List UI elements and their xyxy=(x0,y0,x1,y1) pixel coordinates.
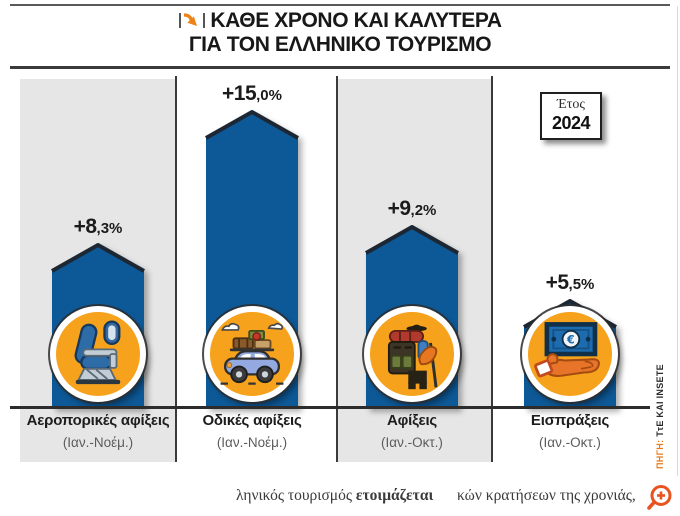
category-label: Εισπράξεις xyxy=(530,412,610,429)
horizontal-rule-mid xyxy=(10,66,670,69)
source-text: ΤτΕ ΚΑΙ INSETE xyxy=(655,364,665,440)
bar-value-label: +9,2% xyxy=(387,197,437,220)
car-luggage-icon xyxy=(220,322,284,385)
bar-value-label: +5,5% xyxy=(545,271,595,294)
article-text-bold: ετοιμάζεται xyxy=(355,487,434,504)
article-text-normal: ληνικός τουρισμός xyxy=(236,487,356,504)
article-text-fragment-2: κών κρατήσεων της χρονιάς, xyxy=(457,487,636,504)
source-credit: ΠΗΓΗ: ΤτΕ ΚΑΙ INSETE xyxy=(655,364,665,469)
page-title-line1: ΚΑΘΕ ΧΡΟΝΟ ΚΑΙ ΚΑΛΥΤΕΡΑ xyxy=(0,9,680,33)
car-luggage-badge xyxy=(204,306,300,402)
category-label: Αφίξεις xyxy=(386,412,438,429)
infographic-logo-icon xyxy=(179,13,206,28)
airplane-seat-badge xyxy=(50,306,146,402)
horizontal-rule-top xyxy=(10,4,670,6)
image-edge xyxy=(677,6,678,476)
svg-text:€: € xyxy=(566,333,575,346)
bar-value-label: +8,3% xyxy=(73,215,123,238)
category-period: (Ιαν.-Νοέμ.) xyxy=(216,435,288,450)
column-divider-1 xyxy=(175,76,177,462)
category-period: (Ιαν.-Οκτ.) xyxy=(539,435,601,450)
chart-baseline xyxy=(10,406,650,409)
page-title-line2: ΓΙΑ ΤΟΝ ΕΛΛΗΝΙΚΟ ΤΟΥΡΙΣΜΟ xyxy=(188,33,492,56)
category-label: Οδικές αφίξεις xyxy=(202,412,302,429)
title-text-line1: ΚΑΘΕ ΧΡΟΝΟ ΚΑΙ ΚΑΛΥΤΕΡΑ xyxy=(210,9,502,32)
page-title: ΚΑΘΕ ΧΡΟΝΟ ΚΑΙ ΚΑΛΥΤΕΡΑ ΓΙΑ ΤΟΝ ΕΛΛΗΝΙΚΟ… xyxy=(0,9,680,57)
category-period: (Ιαν.-Νοέμ.) xyxy=(62,435,134,450)
category-label: Αεροπορικές αφίξεις xyxy=(26,412,170,429)
category-period: (Ιαν.-Οκτ.) xyxy=(381,435,443,450)
money-hand-icon: € xyxy=(534,322,600,378)
backpacker-icon xyxy=(387,324,438,390)
source-prefix: ΠΗΓΗ: xyxy=(655,439,665,469)
year-box-value: 2024 xyxy=(551,113,591,133)
money-hand-badge: € xyxy=(522,306,618,402)
column-divider-3 xyxy=(491,76,493,462)
article-text-fragment-1: ληνικός τουρισμός ετοιμάζεται xyxy=(236,487,433,505)
airplane-seat-icon xyxy=(74,320,121,385)
year-box: Έτος 2024 xyxy=(540,92,602,140)
column-divider-2 xyxy=(336,76,338,462)
zoom-in-button[interactable] xyxy=(645,483,675,513)
backpacker-badge xyxy=(364,306,460,402)
year-box-label: Έτος xyxy=(557,97,585,112)
magnifier-plus-icon xyxy=(647,485,672,510)
bar-value-label: +15,0% xyxy=(222,82,282,105)
